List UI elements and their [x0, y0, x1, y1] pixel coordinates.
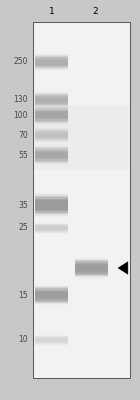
Text: 1: 1: [49, 8, 55, 16]
Bar: [35, 130, 68, 140]
Bar: [35, 55, 68, 69]
Bar: [35, 193, 68, 217]
Bar: [35, 146, 68, 164]
Bar: [35, 284, 68, 306]
Bar: [35, 223, 68, 233]
Bar: [35, 221, 68, 235]
Text: 25: 25: [18, 224, 28, 232]
Bar: [35, 148, 68, 162]
Bar: [35, 126, 68, 144]
Bar: [35, 147, 68, 163]
Text: 100: 100: [13, 110, 28, 120]
Text: 2: 2: [92, 8, 98, 16]
Bar: [35, 196, 68, 214]
Bar: [35, 288, 68, 302]
Text: 15: 15: [18, 290, 28, 300]
Bar: [35, 132, 68, 138]
Bar: [35, 197, 68, 213]
Bar: [35, 151, 68, 159]
Bar: [35, 107, 68, 123]
Text: 130: 130: [13, 96, 28, 104]
Bar: [35, 58, 68, 66]
Bar: [35, 337, 68, 343]
Bar: [35, 106, 68, 124]
Bar: [35, 338, 68, 342]
Bar: [35, 226, 68, 230]
Bar: [35, 110, 68, 120]
Bar: [35, 336, 68, 344]
Bar: [35, 224, 68, 232]
Bar: [35, 132, 68, 138]
Bar: [75, 262, 108, 274]
Bar: [35, 202, 68, 208]
Bar: [35, 60, 68, 64]
Bar: [35, 286, 68, 304]
Bar: [75, 261, 108, 275]
Text: 250: 250: [13, 58, 28, 66]
Bar: [35, 194, 68, 216]
Bar: [35, 91, 68, 109]
Bar: [33, 22, 130, 378]
Bar: [34, 105, 129, 170]
Bar: [35, 290, 68, 300]
Bar: [35, 53, 68, 71]
Bar: [35, 111, 68, 119]
Bar: [35, 93, 68, 107]
Text: 10: 10: [18, 336, 28, 344]
Bar: [35, 334, 68, 346]
Bar: [35, 54, 68, 70]
Bar: [75, 258, 108, 278]
Bar: [35, 127, 68, 143]
Bar: [35, 144, 68, 166]
Bar: [35, 198, 68, 212]
Bar: [35, 292, 68, 298]
Bar: [35, 150, 68, 160]
Bar: [35, 152, 68, 158]
Bar: [35, 333, 68, 347]
Text: 35: 35: [18, 200, 28, 210]
Bar: [35, 94, 68, 106]
Bar: [75, 260, 108, 276]
Bar: [35, 224, 68, 232]
Bar: [75, 259, 108, 277]
Bar: [75, 264, 108, 272]
Bar: [75, 265, 108, 271]
Bar: [35, 200, 68, 210]
Bar: [35, 104, 68, 126]
Bar: [35, 56, 68, 68]
Text: 70: 70: [18, 130, 28, 140]
Bar: [35, 128, 68, 142]
Bar: [35, 287, 68, 303]
Bar: [35, 291, 68, 299]
Bar: [35, 335, 68, 345]
Bar: [35, 98, 68, 102]
Bar: [35, 225, 68, 231]
Bar: [35, 129, 68, 141]
Bar: [35, 222, 68, 234]
Polygon shape: [118, 262, 128, 274]
Bar: [35, 96, 68, 104]
Bar: [35, 58, 68, 66]
Bar: [35, 336, 68, 344]
Text: 55: 55: [18, 150, 28, 160]
Bar: [35, 108, 68, 122]
Bar: [35, 92, 68, 108]
Bar: [35, 96, 68, 104]
Bar: [35, 112, 68, 118]
